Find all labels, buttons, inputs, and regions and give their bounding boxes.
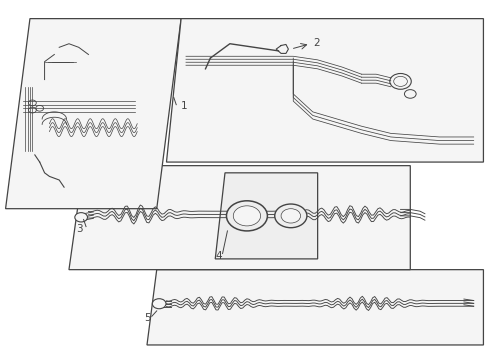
Circle shape: [75, 213, 87, 222]
Text: 4: 4: [215, 251, 222, 261]
Circle shape: [233, 206, 260, 226]
Circle shape: [226, 201, 267, 231]
Polygon shape: [166, 19, 483, 162]
Text: 1: 1: [181, 102, 187, 112]
Text: 2: 2: [312, 38, 319, 48]
Circle shape: [281, 209, 300, 223]
Polygon shape: [147, 270, 483, 345]
Circle shape: [274, 204, 306, 228]
Polygon shape: [69, 166, 409, 270]
Circle shape: [152, 299, 165, 309]
Polygon shape: [215, 173, 317, 259]
Text: 5: 5: [144, 313, 151, 323]
Polygon shape: [5, 19, 181, 209]
Text: 3: 3: [76, 224, 83, 234]
